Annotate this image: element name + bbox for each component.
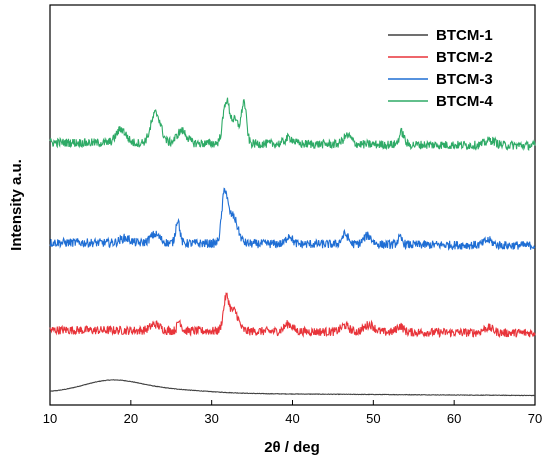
x-tick-label: 10 [43, 411, 57, 426]
y-axis-title: Intensity a.u. [8, 159, 25, 251]
series-line-btcm-4 [49, 97, 536, 152]
x-tick-label: 50 [366, 411, 380, 426]
x-tick-label: 40 [285, 411, 299, 426]
x-tick-label: 30 [204, 411, 218, 426]
x-tick-label: 20 [124, 411, 138, 426]
x-axis-ticks: 10 20 30 40 50 60 70 [43, 400, 542, 426]
x-axis-title: 2θ / deg [264, 439, 320, 456]
series-line-btcm-2 [49, 292, 536, 339]
x-tick-label: 70 [528, 411, 542, 426]
legend-label-btcm-2: BTCM-2 [436, 49, 493, 66]
legend-label-btcm-1: BTCM-1 [436, 27, 493, 44]
series-line-btcm-3 [49, 187, 536, 251]
series-line-btcm-1 [49, 379, 536, 397]
series-layer [49, 97, 536, 397]
x-tick-label: 60 [447, 411, 461, 426]
legend-label-btcm-4: BTCM-4 [436, 93, 493, 110]
legend-label-btcm-3: BTCM-3 [436, 71, 493, 88]
legend: BTCM-1 BTCM-2 BTCM-3 BTCM-4 [388, 27, 493, 110]
